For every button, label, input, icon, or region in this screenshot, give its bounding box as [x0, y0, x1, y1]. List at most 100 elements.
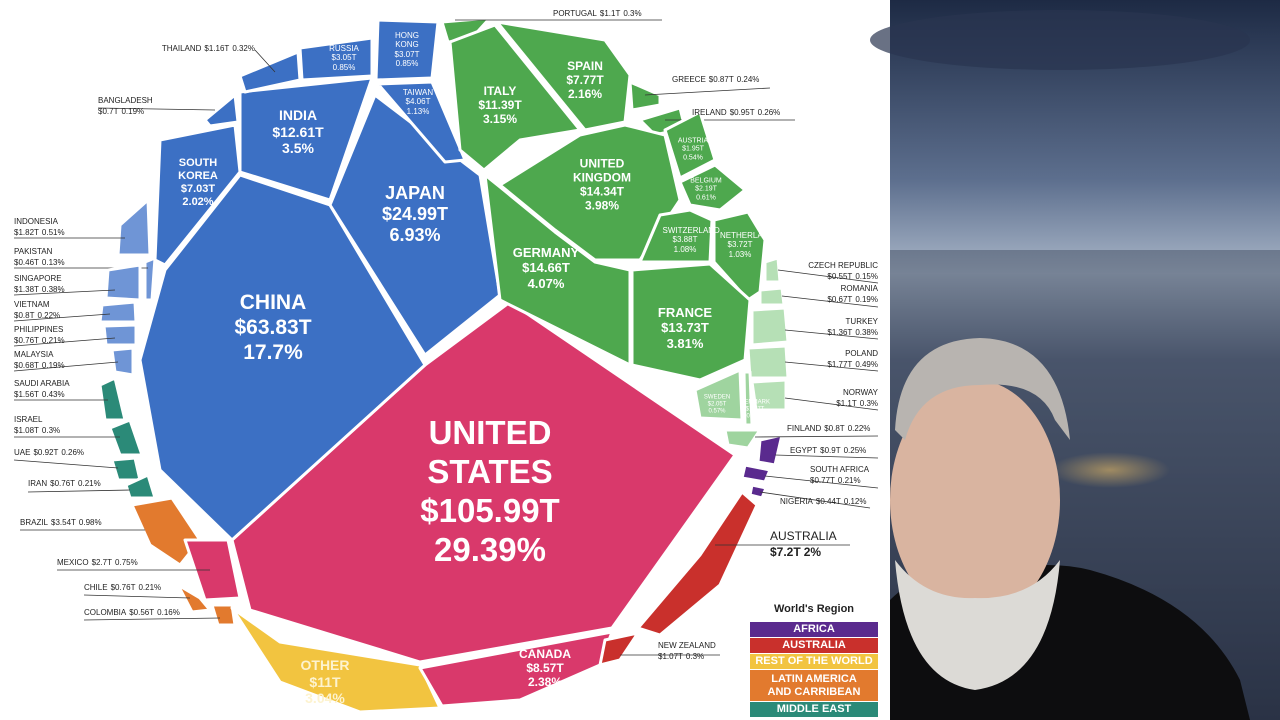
country-label: NETHERLANDS $3.72T 1.03% [720, 231, 780, 259]
country-value: $14.66T [522, 260, 570, 276]
country-value: $1.1T [836, 398, 857, 408]
country-name: BELGIUM [690, 177, 722, 185]
country-cell [418, 630, 614, 708]
country-cell [138, 173, 427, 542]
country-cell [116, 198, 152, 257]
country-share: 2.02% [182, 195, 214, 208]
country-share: 0.16% [157, 608, 180, 617]
country-name: RUSSIA [329, 43, 359, 53]
country-share: 3.98% [584, 199, 620, 214]
country-value: $1.27T [745, 406, 765, 413]
country-label: CANADA $8.57T 2.38% [500, 647, 590, 689]
callout-label: POLAND $1.77T 0.49% [827, 349, 878, 371]
country-cell [598, 631, 640, 667]
country-name: INDIA [278, 107, 318, 124]
country-name: SWITZERLAND [662, 225, 720, 235]
leader-line [644, 87, 771, 96]
country-value: $12.61T [272, 123, 324, 140]
country-value: $0.9T [820, 446, 841, 455]
country-label: RUSSIA $3.05T 0.85% [319, 44, 369, 72]
country-cell [124, 473, 157, 500]
leader-line [13, 289, 116, 296]
callout-label: GREECE $0.87T 0.24% [672, 75, 759, 86]
country-name: POLAND [845, 349, 878, 358]
country-name: CZECH REPUBLIC [808, 261, 878, 270]
country-share: 0.24% [736, 75, 760, 84]
country-value: $0.55T [827, 271, 853, 281]
country-cell [203, 93, 240, 128]
country-name: JAPAN [385, 183, 445, 204]
legend-entry: AFRICA [750, 622, 878, 637]
country-value: $3.54T [51, 518, 76, 527]
cloud [870, 10, 1250, 70]
callout-label: NORWAY $1.1T 0.3% [836, 388, 878, 410]
country-name: CANADA [519, 646, 571, 661]
leader-line [13, 337, 116, 347]
country-share: 0.3% [685, 651, 705, 661]
country-cell [143, 256, 157, 302]
leader-line [97, 107, 216, 111]
country-label: ITALY $11.39T 3.15% [465, 84, 535, 126]
country-value: $3.88T [672, 235, 698, 245]
country-share: 2% [803, 545, 822, 560]
country-share: 0.15% [855, 271, 878, 281]
country-name: THAILAND [161, 44, 202, 53]
country-label: SWEDEN $2.05T 0.57% [700, 394, 734, 415]
leader-line [27, 489, 131, 493]
country-name: NORWAY [843, 388, 878, 397]
chart [13, 16, 879, 714]
leader-line [784, 329, 879, 340]
callout-label: AUSTRALIA $7.2T 2% [770, 528, 837, 560]
callout-label: NIGERIA $0.44T 0.12% [780, 497, 867, 508]
country-name: EGYPT [790, 446, 818, 455]
country-share: 0.43% [41, 389, 65, 399]
country-cell [636, 490, 759, 637]
leader-line [83, 594, 191, 599]
country-value: $3.72T [727, 240, 753, 250]
leader-line [781, 295, 879, 308]
country-share: 3.81% [666, 335, 704, 351]
country-value: $7.03T [180, 183, 216, 195]
callout-label: INDONESIA $1.82T 0.51% [14, 217, 65, 239]
country-cell [723, 428, 762, 450]
country-name: AUSTRALIA [770, 529, 837, 543]
country-label: HONG KONG $3.07T 0.85% [387, 31, 427, 69]
country-value: $1.36T [827, 327, 853, 337]
country-cell [628, 80, 662, 112]
country-share: 0.21% [78, 479, 101, 488]
country-name: TAIWAN [402, 87, 434, 97]
country-share: 0.57% [708, 408, 726, 415]
country-cell [750, 378, 788, 412]
country-cell [678, 163, 747, 212]
country-share: 0.85% [395, 59, 419, 69]
country-label: SPAIN $7.77T 2.16% [550, 59, 620, 101]
callout-label: IRELAND $0.95T 0.26% [692, 108, 780, 119]
person-face [890, 380, 1060, 620]
country-name: SINGAPORE [14, 274, 62, 283]
country-share: 0.21% [41, 335, 65, 345]
callout-label: CZECH REPUBLIC $0.55T 0.15% [808, 261, 878, 283]
callout-label: PAKISTAN $0.46T 0.13% [14, 247, 65, 269]
city-background [890, 0, 1280, 720]
country-name: IRAN [28, 479, 48, 488]
country-share: 0.32% [232, 44, 255, 53]
person-hair [895, 338, 1070, 440]
leader-line [754, 435, 879, 438]
leader-line [13, 313, 111, 322]
country-cell [740, 463, 772, 484]
country-share: 0.38% [41, 284, 65, 294]
country-cell [746, 344, 790, 380]
country-share: 0.21% [138, 583, 162, 592]
city [890, 250, 1280, 720]
country-value: $0.76T [110, 583, 136, 592]
country-cell [98, 300, 138, 324]
country-name: MEXICO [57, 558, 89, 567]
country-cell [498, 123, 682, 262]
country-share: 0.38% [855, 327, 878, 337]
country-label: SWITZERLAND $3.88T 1.08% [662, 225, 720, 254]
country-cell [110, 346, 135, 377]
country-value: $1.16T [204, 44, 230, 53]
country-cell [110, 456, 142, 482]
country-share: 0.51% [41, 227, 65, 237]
country-value: $13.73T [661, 320, 709, 336]
